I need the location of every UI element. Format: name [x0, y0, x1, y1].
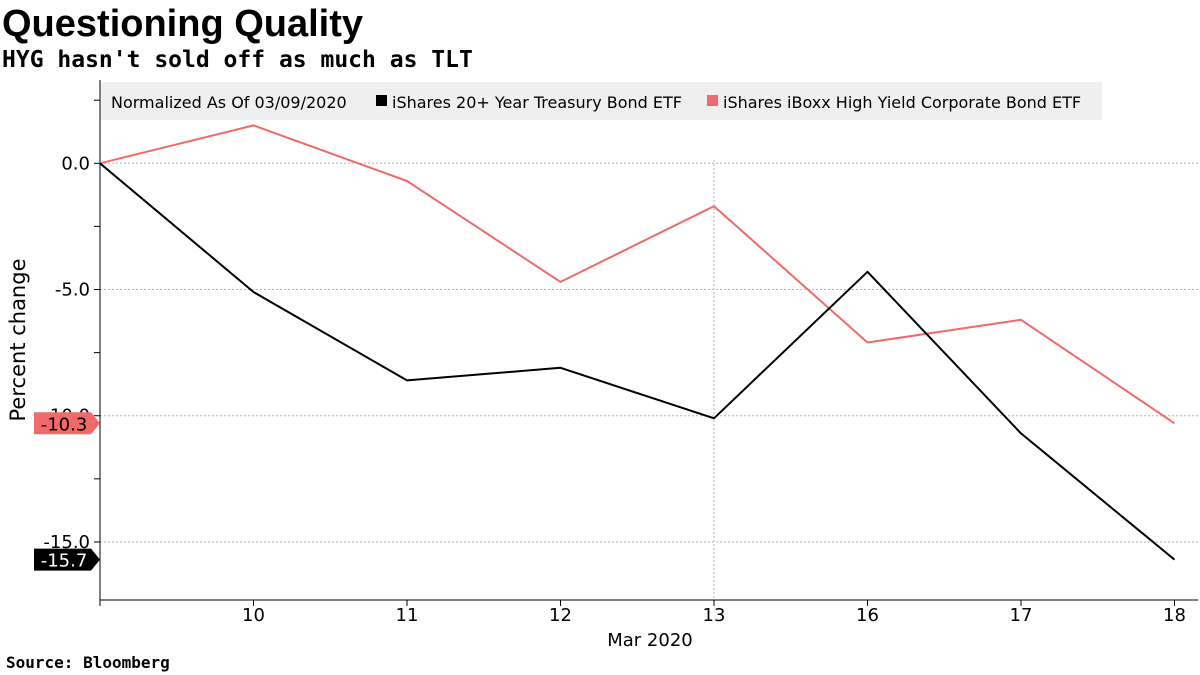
source-note: Source: Bloomberg — [6, 653, 170, 672]
x-tick-label: 18 — [1163, 605, 1186, 626]
legend-prefix: Normalized As Of 03/09/2020 — [111, 93, 347, 112]
y-tick-label: -15.0 — [43, 532, 90, 553]
x-axis-title: Mar 2020 — [607, 630, 693, 651]
gridlines — [100, 160, 1198, 600]
end-value-labels: -15.7 -10.3 — [34, 412, 100, 572]
end-value-label: -10.3 — [41, 414, 88, 435]
legend-swatch — [707, 95, 718, 106]
x-tick-label: 13 — [703, 605, 726, 626]
x-tick-label: 16 — [856, 605, 879, 626]
x-tick-label: 11 — [396, 605, 419, 626]
legend-background — [101, 82, 1102, 120]
chart-subtitle: HYG hasn't sold off as much as TLT — [2, 47, 473, 73]
legend-entry: iShares iBoxx High Yield Corporate Bond … — [723, 93, 1081, 112]
chart-title: Questioning Quality — [2, 3, 364, 45]
y-tick-label: 0.0 — [61, 153, 90, 174]
y-axis-title: Percent change — [6, 259, 30, 422]
x-tick-label: 17 — [1010, 605, 1033, 626]
legend: Normalized As Of 03/09/2020 iShares 20+ Y… — [101, 82, 1102, 120]
end-value-label: -15.7 — [41, 551, 88, 572]
series-line — [99, 162, 1176, 561]
x-tick-label: 10 — [242, 605, 265, 626]
series-lines — [99, 124, 1176, 561]
y-tick-label: -5.0 — [55, 280, 90, 301]
end-value-flag — [34, 412, 100, 435]
legend-entry: iShares 20+ Year Treasury Bond ETF — [392, 93, 682, 112]
end-value-flag — [34, 548, 100, 571]
series-line — [99, 124, 1176, 425]
x-tick-label: 12 — [549, 605, 572, 626]
legend-swatch — [376, 95, 387, 106]
